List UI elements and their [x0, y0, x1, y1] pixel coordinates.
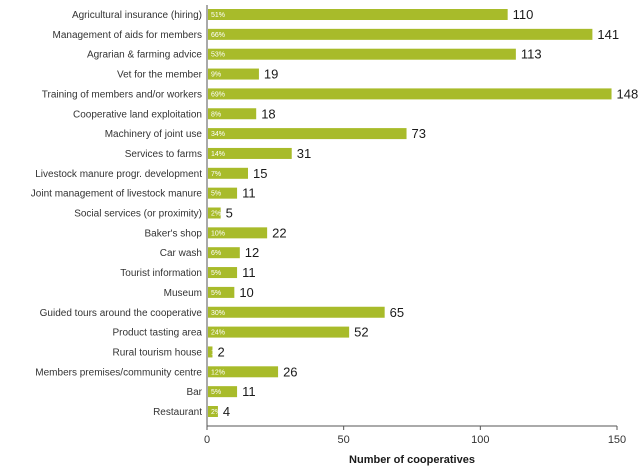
percent-label: 69%: [211, 91, 225, 98]
value-label: 113: [521, 47, 542, 62]
value-label: 11: [242, 384, 256, 399]
category-label: Machinery of joint use: [105, 129, 203, 140]
percent-label: 1%: [211, 349, 221, 356]
category-label: Product tasting area: [113, 328, 203, 339]
category-label: Agrarian & farming advice: [87, 50, 202, 61]
percent-label: 5%: [211, 270, 221, 277]
category-label: Guided tours around the cooperative: [40, 308, 203, 319]
value-label: 2: [217, 344, 224, 359]
percent-label: 34%: [211, 131, 225, 138]
bar: [208, 108, 257, 120]
x-ticks-layer: 0 50 100 150: [204, 426, 626, 446]
value-label: 15: [253, 166, 267, 181]
category-label: Tourist information: [120, 268, 202, 279]
bar: [208, 306, 385, 318]
percent-label: 10%: [211, 230, 225, 237]
bar: [208, 326, 350, 338]
bar: [208, 267, 238, 279]
value-label: 148: [617, 86, 638, 101]
category-label: Cooperative land exploitation: [73, 109, 202, 120]
category-label: Social services (or proximity): [74, 209, 202, 220]
bar: [208, 366, 279, 378]
percent-label: 6%: [211, 250, 221, 257]
category-label: Services to farms: [125, 149, 202, 160]
category-label: Management of aids for members: [52, 30, 202, 41]
value-label: 5: [226, 206, 233, 221]
value-label: 65: [390, 305, 404, 320]
category-label: Museum: [164, 288, 202, 299]
value-label: 18: [261, 106, 275, 121]
value-label: 11: [242, 265, 256, 280]
bar: [208, 286, 235, 298]
bar: [208, 128, 407, 140]
value-label: 52: [354, 325, 368, 340]
x-tick-label: 0: [204, 434, 210, 446]
bar: [208, 247, 240, 259]
x-tick-label: 50: [338, 434, 350, 446]
percent-label: 30%: [211, 310, 225, 317]
value-label: 4: [223, 404, 230, 419]
bar: [208, 48, 516, 60]
percent-label: 2%: [211, 211, 221, 218]
percent-label: 9%: [211, 72, 221, 79]
percent-label: 14%: [211, 151, 225, 158]
x-axis-title: Number of cooperatives: [349, 454, 475, 466]
percent-label: 51%: [211, 12, 225, 19]
category-label: Livestock manure progr. development: [35, 169, 202, 180]
percent-label: 53%: [211, 52, 225, 59]
percent-label: 24%: [211, 330, 225, 337]
bar: [208, 88, 612, 100]
category-label: Rural tourism house: [113, 347, 203, 358]
percent-label: 8%: [211, 111, 221, 118]
percent-label: 5%: [211, 290, 221, 297]
category-label: Members premises/community centre: [35, 367, 202, 378]
bar: [208, 28, 593, 40]
value-label: 31: [297, 146, 311, 161]
percent-label: 66%: [211, 32, 225, 39]
value-label: 141: [597, 27, 619, 42]
bar: [208, 207, 221, 219]
category-label: Agricultural insurance (hiring): [72, 10, 202, 21]
bars-layer: Agricultural insurance (hiring) 51% 110Man…: [31, 7, 638, 419]
bar: [208, 147, 292, 159]
percent-label: 2%: [211, 409, 221, 416]
category-label: Joint management of livestock manure: [31, 189, 203, 200]
bar: [208, 167, 248, 179]
bar: [208, 346, 213, 358]
x-tick-label: 100: [471, 434, 489, 446]
category-label: Training of members and/or workers: [42, 89, 202, 100]
category-label: Vet for the member: [117, 70, 203, 81]
value-label: 73: [412, 126, 426, 141]
value-label: 22: [272, 225, 286, 240]
bar: [208, 187, 238, 199]
percent-label: 5%: [211, 389, 221, 396]
bar: [208, 406, 218, 417]
value-label: 11: [242, 186, 256, 201]
category-label: Baker's shop: [145, 228, 203, 239]
x-tick-label: 150: [608, 434, 626, 446]
percent-label: 5%: [211, 191, 221, 198]
bar: [208, 386, 238, 398]
value-label: 19: [264, 67, 278, 82]
value-label: 10: [239, 285, 253, 300]
percent-label: 12%: [211, 369, 225, 376]
category-label: Car wash: [160, 248, 202, 259]
value-label: 12: [245, 245, 259, 260]
bar: [208, 68, 259, 80]
category-label: Bar: [186, 387, 202, 398]
category-label: Restaurant: [153, 407, 202, 418]
bar: [208, 9, 508, 20]
value-label: 110: [513, 7, 534, 22]
bar: [208, 227, 268, 239]
value-label: 26: [283, 364, 297, 379]
percent-label: 7%: [211, 171, 221, 178]
